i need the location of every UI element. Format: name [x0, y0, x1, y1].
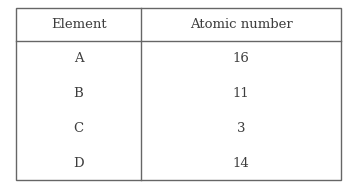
Text: 11: 11: [233, 87, 250, 100]
Text: 3: 3: [237, 122, 245, 135]
Text: B: B: [74, 87, 84, 100]
Text: 14: 14: [233, 157, 250, 170]
Text: Atomic number: Atomic number: [190, 18, 292, 31]
Text: D: D: [73, 157, 84, 170]
Text: C: C: [74, 122, 84, 135]
Text: A: A: [74, 52, 84, 65]
Text: Element: Element: [51, 18, 106, 31]
Text: 16: 16: [233, 52, 250, 65]
